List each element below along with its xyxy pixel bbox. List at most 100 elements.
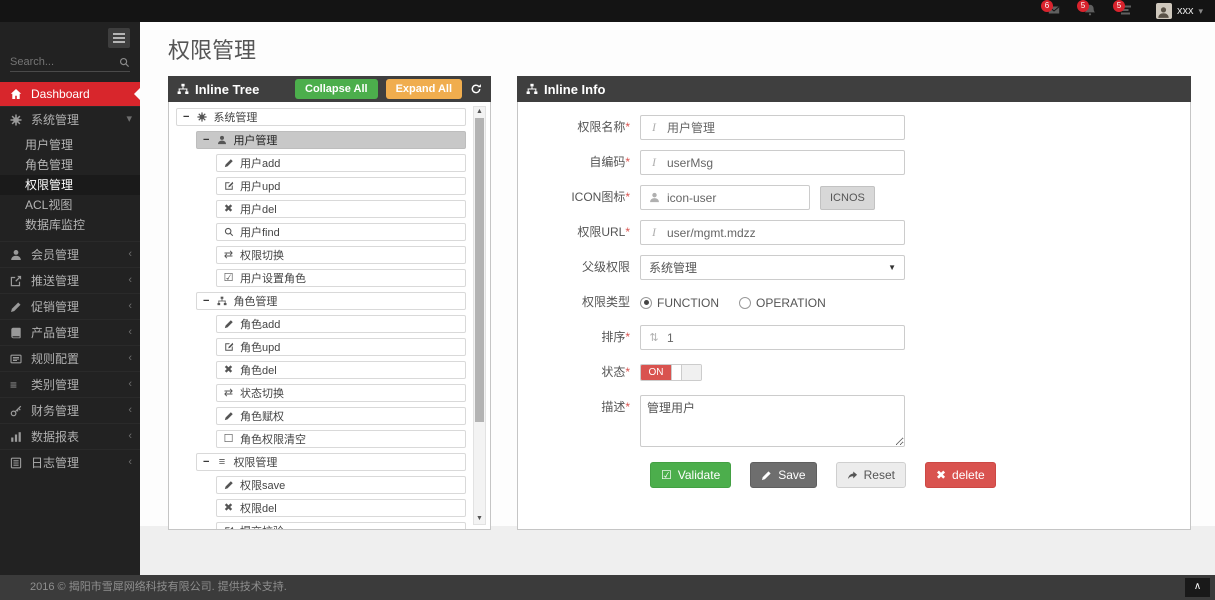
sidebar-subitem[interactable]: 数据库监控	[25, 218, 86, 232]
sidebar-item-logs[interactable]: 日志管理 ‹	[0, 449, 140, 475]
perm-status-label: 状态*	[601, 365, 630, 379]
user-icon	[10, 249, 25, 261]
scrollbar-thumb[interactable]	[475, 118, 484, 423]
chevron-down-icon: ▾	[126, 113, 132, 125]
tree-node[interactable]: 角色upd	[216, 338, 466, 356]
tree-node[interactable]: ✖ 角色del	[216, 361, 466, 379]
notification-badge: 5	[1076, 0, 1089, 12]
sidebar-item-dashboard[interactable]: Dashboard	[0, 82, 140, 106]
sidebar-item-promotion[interactable]: 促销管理 ‹	[0, 293, 140, 319]
radio-checked-icon[interactable]	[640, 296, 652, 309]
sidebar-item-label: 产品管理	[31, 326, 80, 340]
user-icon	[216, 135, 227, 145]
tree-node[interactable]: ☑ 用户设置角色	[216, 269, 466, 287]
tree-node[interactable]: 角色赋权	[216, 407, 466, 425]
edit-icon	[223, 526, 234, 529]
tree-node[interactable]: ⇄ 权限切换	[216, 246, 466, 264]
perm-parent-select[interactable]: 系统管理 ▼	[640, 255, 905, 280]
scroll-up-icon[interactable]: ▲	[476, 108, 483, 115]
perm-type-option[interactable]: OPERATION	[739, 296, 826, 310]
italic-icon: I	[652, 155, 656, 169]
search-input[interactable]	[10, 56, 119, 68]
notification-envelope[interactable]: 6	[1040, 0, 1060, 18]
collapse-minus-icon[interactable]: −	[203, 295, 210, 307]
search-icon	[119, 57, 130, 68]
back-to-top-button[interactable]: ∧	[1185, 578, 1210, 597]
tree-node-label: 用户设置角色	[240, 273, 306, 285]
tree-scrollbar[interactable]: ▲ ▼	[473, 106, 486, 525]
tree-node[interactable]: − 用户管理	[196, 131, 466, 149]
tree-node[interactable]: ✖ 用户del	[216, 200, 466, 218]
perm-type-option[interactable]: FUNCTION	[640, 296, 719, 310]
tree-node[interactable]: ☐ 角色权限清空	[216, 430, 466, 448]
button-label: delete	[952, 468, 985, 482]
sidebar-item-push[interactable]: 推送管理 ‹	[0, 267, 140, 293]
tree-node-label: 角色管理	[233, 296, 278, 308]
tree-node[interactable]: 角色add	[216, 315, 466, 333]
perm-code-field[interactable]	[667, 155, 904, 170]
inline-tree-panel: Inline Tree Collapse All Expand All − 系统管…	[168, 76, 491, 530]
tree-node[interactable]: ⇄ 状态切换	[216, 384, 466, 402]
tree-node[interactable]: 用户find	[216, 223, 466, 241]
pencil-icon	[223, 319, 234, 329]
save-button[interactable]: Save	[750, 462, 817, 488]
sidebar-item-rules[interactable]: 规则配置 ‹	[0, 345, 140, 371]
icnos-button[interactable]: ICNOS	[820, 185, 875, 210]
tree-node[interactable]: − ≡ 权限管理	[196, 453, 466, 471]
sidebar-item-products[interactable]: 产品管理 ‹	[0, 319, 140, 345]
perm-status-toggle[interactable]: ON	[640, 364, 702, 381]
tree-node-label: 权限管理	[233, 457, 278, 469]
refresh-icon[interactable]	[470, 83, 482, 95]
perm-icon-field[interactable]	[667, 190, 809, 205]
tree-node[interactable]: 用户add	[216, 154, 466, 172]
collapse-minus-icon[interactable]: −	[203, 134, 210, 146]
sidebar-subitem[interactable]: ACL视图	[25, 198, 73, 212]
sidebar-item-reports[interactable]: 数据报表 ‹	[0, 423, 140, 449]
collapse-all-button[interactable]: Collapse All	[295, 79, 378, 99]
top-navbar: 6 5 5 xxx ▾	[0, 0, 1215, 22]
tree-node[interactable]: ✖ 权限del	[216, 499, 466, 517]
book-icon	[10, 327, 25, 339]
tree-node[interactable]: 提交校验	[216, 522, 466, 529]
pencil-icon	[223, 480, 234, 490]
perm-sort-field[interactable]	[667, 330, 904, 345]
scroll-down-icon[interactable]: ▼	[476, 515, 483, 522]
content-filler	[140, 526, 1215, 575]
sitemap-icon	[216, 296, 227, 306]
radio-unchecked-icon[interactable]	[739, 296, 751, 309]
perm-url-field[interactable]	[667, 225, 904, 240]
tree-node[interactable]: 用户upd	[216, 177, 466, 195]
edit-icon	[223, 181, 234, 191]
sitemap-icon	[526, 83, 538, 95]
pencil-icon	[223, 411, 234, 421]
avatar	[1155, 3, 1172, 19]
reset-button[interactable]: Reset	[835, 462, 906, 488]
perm-sort-label: 排序*	[601, 330, 630, 344]
user-menu[interactable]: xxx ▾	[1155, 3, 1203, 19]
sidebar-submenu: 用户管理角色管理权限管理 ACL视图数据库监控	[0, 132, 140, 241]
sidebar-subitem[interactable]: 权限管理	[0, 175, 140, 195]
toggle-handle[interactable]	[671, 365, 682, 380]
collapse-minus-icon[interactable]: −	[203, 456, 210, 468]
sidebar-toggle-button[interactable]	[108, 28, 130, 48]
sidebar-item-categories[interactable]: ≡ 类别管理 ‹	[0, 371, 140, 397]
sidebar-subitem[interactable]: 角色管理	[25, 158, 74, 172]
close-icon: ✖	[223, 202, 234, 215]
expand-all-button[interactable]: Expand All	[385, 79, 462, 99]
sidebar-item-system[interactable]: 系统管理 ▾	[0, 106, 140, 132]
perm-icon-row: ICON图标* ICNOS	[518, 185, 1190, 210]
sidebar-subitem[interactable]: 用户管理	[25, 138, 74, 152]
perm-desc-field[interactable]	[640, 395, 905, 447]
notification-tasks[interactable]: 5	[1112, 0, 1132, 18]
perm-name-field[interactable]	[667, 120, 904, 135]
collapse-minus-icon[interactable]: −	[183, 111, 190, 123]
notification-bell[interactable]: 5	[1076, 0, 1096, 18]
share-icon	[10, 275, 25, 287]
validate-button[interactable]: ☑ Validate	[650, 462, 732, 488]
delete-button[interactable]: ✖ delete	[924, 462, 996, 488]
tree-node[interactable]: − 角色管理	[196, 292, 466, 310]
tree-node[interactable]: − 系统管理	[176, 108, 466, 126]
sidebar-item-members[interactable]: 会员管理 ‹	[0, 241, 140, 267]
tree-node[interactable]: 权限save	[216, 476, 466, 494]
sidebar-item-finance[interactable]: 财务管理 ‹	[0, 397, 140, 423]
